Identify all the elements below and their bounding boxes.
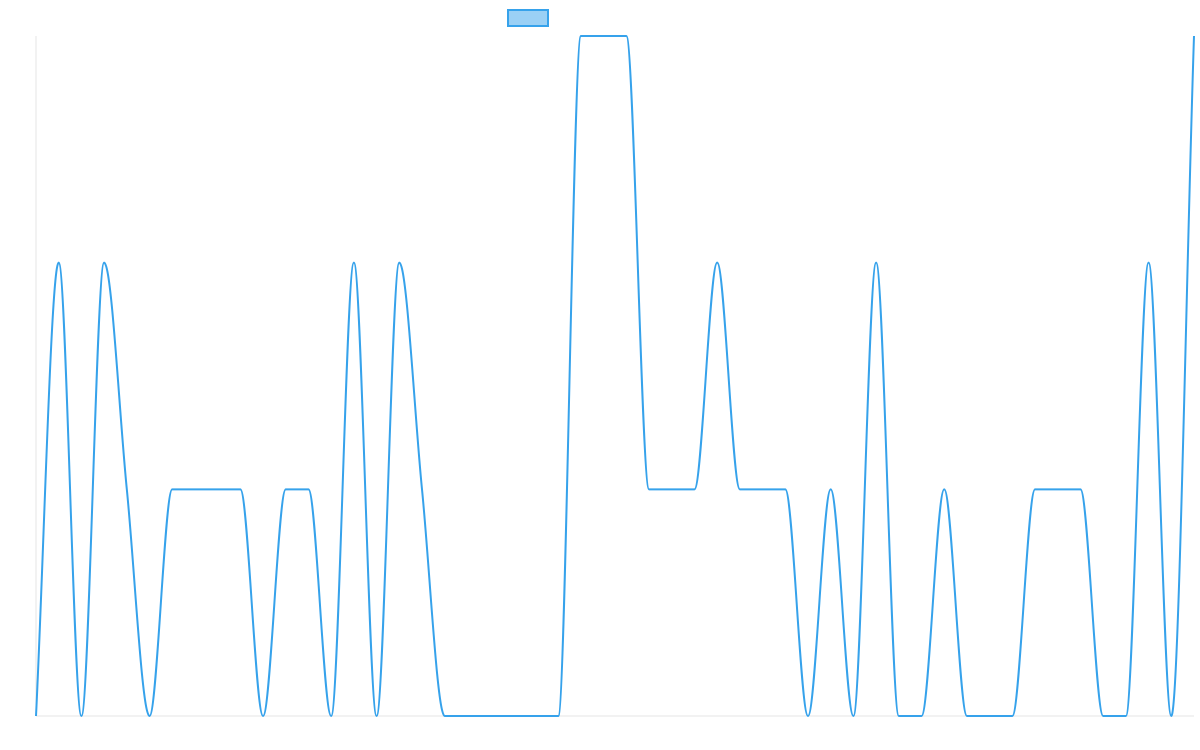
legend-swatch[interactable] [507, 9, 549, 27]
data-point-31[interactable] [736, 485, 744, 493]
data-point-25[interactable] [600, 32, 608, 40]
data-point-24[interactable] [577, 32, 585, 40]
data-point-4[interactable] [123, 485, 131, 493]
data-point-9[interactable] [236, 485, 244, 493]
data-point-50[interactable] [1167, 712, 1175, 720]
data-point-41[interactable] [963, 712, 971, 720]
data-point-28[interactable] [668, 485, 676, 493]
data-point-48[interactable] [1122, 712, 1130, 720]
data-point-12[interactable] [304, 485, 312, 493]
data-point-11[interactable] [282, 485, 290, 493]
data-point-10[interactable] [259, 712, 267, 720]
data-point-45[interactable] [1054, 485, 1062, 493]
data-point-14[interactable] [350, 259, 358, 267]
data-point-44[interactable] [1031, 485, 1039, 493]
data-point-17[interactable] [418, 485, 426, 493]
data-point-39[interactable] [918, 712, 926, 720]
data-point-30[interactable] [713, 259, 721, 267]
data-point-35[interactable] [827, 485, 835, 493]
series-layer [35, 35, 1195, 717]
data-point-43[interactable] [1008, 712, 1016, 720]
data-point-2[interactable] [77, 712, 85, 720]
data-point-20[interactable] [486, 712, 494, 720]
data-point-8[interactable] [214, 485, 222, 493]
data-point-42[interactable] [986, 712, 994, 720]
data-point-21[interactable] [509, 712, 517, 720]
data-point-40[interactable] [940, 485, 948, 493]
series-line-0 [35, 35, 1195, 717]
data-point-26[interactable] [622, 32, 630, 40]
data-point-15[interactable] [373, 712, 381, 720]
data-point-49[interactable] [1145, 259, 1153, 267]
data-point-37[interactable] [872, 259, 880, 267]
data-point-29[interactable] [690, 485, 698, 493]
data-point-51[interactable] [1190, 32, 1198, 40]
data-point-5[interactable] [146, 712, 154, 720]
data-point-32[interactable] [759, 485, 767, 493]
data-point-18[interactable] [441, 712, 449, 720]
data-point-3[interactable] [100, 259, 108, 267]
data-point-22[interactable] [532, 712, 540, 720]
data-point-0[interactable] [32, 712, 40, 720]
data-point-6[interactable] [168, 485, 176, 493]
data-point-36[interactable] [849, 712, 857, 720]
data-point-1[interactable] [55, 259, 63, 267]
data-point-33[interactable] [781, 485, 789, 493]
legend[interactable] [507, 9, 549, 27]
data-point-19[interactable] [463, 712, 471, 720]
data-point-13[interactable] [327, 712, 335, 720]
data-point-34[interactable] [804, 712, 812, 720]
data-point-7[interactable] [191, 485, 199, 493]
data-point-23[interactable] [554, 712, 562, 720]
data-point-27[interactable] [645, 485, 653, 493]
data-point-47[interactable] [1099, 712, 1107, 720]
data-point-38[interactable] [895, 712, 903, 720]
data-point-46[interactable] [1076, 485, 1084, 493]
data-point-16[interactable] [395, 259, 403, 267]
